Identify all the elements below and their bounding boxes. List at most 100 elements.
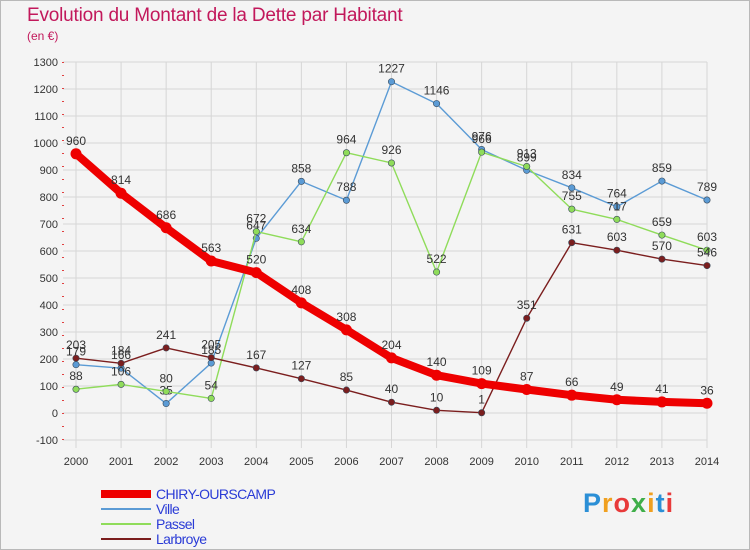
data-label: 899 [517, 150, 537, 164]
x-tick-label: 2010 [514, 456, 538, 468]
x-tick-label: 2008 [424, 456, 448, 468]
x-tick-label: 2013 [650, 456, 674, 468]
data-point [613, 215, 621, 223]
data-label: 603 [697, 230, 717, 244]
legend-item-passel: Passel [101, 516, 501, 532]
x-tick-label: 2014 [695, 456, 719, 468]
legend-label: Larbroye [156, 531, 207, 547]
data-point [340, 324, 352, 336]
data-point [160, 222, 172, 234]
legend-swatch [101, 523, 151, 525]
data-point [476, 378, 488, 390]
logo-letter: i [647, 488, 656, 518]
legend-item-ville: Ville [101, 501, 501, 517]
data-point [207, 394, 215, 402]
y-tick-label: 600 [40, 246, 58, 258]
data-label: 140 [427, 355, 447, 369]
data-point [205, 255, 217, 267]
data-point [433, 268, 441, 276]
data-point [207, 354, 215, 362]
data-point [252, 364, 260, 372]
legend-swatch [101, 490, 151, 498]
y-tick-label: 500 [40, 273, 58, 285]
data-label: 10 [430, 390, 444, 404]
y-tick-label: -100 [36, 435, 58, 447]
data-label: 106 [111, 364, 131, 378]
legend-label: CHIRY-OURSCAMP [156, 486, 276, 502]
data-label: 563 [201, 241, 221, 255]
data-point [433, 406, 441, 414]
data-label: 88 [69, 369, 83, 383]
y-tick-label: 1300 [34, 57, 58, 69]
y-tick-label: 300 [40, 327, 58, 339]
data-label: 80 [159, 371, 173, 385]
data-label: 184 [111, 343, 131, 357]
logo-letter: o [613, 488, 632, 518]
data-point [523, 162, 531, 170]
data-label: 167 [246, 348, 266, 362]
data-point [478, 148, 486, 156]
data-label: 66 [565, 375, 579, 389]
data-label: 859 [652, 161, 672, 175]
data-label: 408 [291, 283, 311, 297]
data-point [613, 203, 621, 211]
data-point [342, 149, 350, 157]
data-label: 522 [427, 252, 447, 266]
data-point [568, 184, 576, 192]
data-label: 109 [472, 364, 492, 378]
chart-title: Evolution du Montant de la Dette par Hab… [27, 5, 403, 26]
data-label: 205 [201, 338, 221, 352]
data-label: 966 [472, 132, 492, 146]
y-tick-label: 200 [40, 354, 58, 366]
legend-item-larbroye: Larbroye [101, 531, 501, 547]
data-point [252, 228, 260, 236]
legend-swatch [101, 538, 151, 540]
legend-item-chiry-ourscamp: CHIRY-OURSCAMP [101, 486, 501, 502]
x-tick-label: 2004 [244, 456, 268, 468]
data-point [701, 397, 713, 409]
data-point [117, 380, 125, 388]
data-point [658, 231, 666, 239]
data-label: 913 [517, 146, 537, 160]
x-tick-label: 2012 [605, 456, 629, 468]
data-point [72, 385, 80, 393]
data-point [386, 352, 397, 364]
data-point [613, 246, 621, 254]
data-label: 755 [562, 189, 582, 203]
data-point [523, 314, 531, 322]
data-point [387, 78, 395, 86]
data-point [72, 354, 80, 362]
x-tick-label: 2006 [334, 456, 358, 468]
data-point [297, 238, 305, 246]
data-label: 686 [156, 208, 176, 222]
data-point [611, 394, 623, 406]
data-label: 520 [246, 253, 266, 267]
data-label: 54 [205, 378, 219, 392]
data-point [478, 409, 486, 417]
y-tick-label: 1000 [34, 138, 58, 150]
logo-letter: P [583, 488, 603, 518]
data-point [162, 387, 170, 395]
y-tick-label: 1200 [34, 84, 58, 96]
data-label: 185 [201, 343, 221, 357]
data-label: 49 [610, 380, 624, 394]
data-label: 659 [652, 215, 672, 229]
logo-letter: x [631, 488, 648, 518]
data-label: 603 [607, 230, 627, 244]
proxiti-logo: Proxiti [583, 488, 674, 519]
data-label: 788 [336, 180, 356, 194]
data-label: 672 [246, 212, 266, 226]
data-point [115, 187, 127, 199]
data-label: 166 [111, 348, 131, 362]
legend-label: Ville [156, 501, 180, 517]
data-label: 814 [111, 173, 131, 187]
data-label: 241 [156, 328, 176, 342]
x-tick-label: 2003 [199, 456, 223, 468]
data-label: 789 [697, 180, 717, 194]
data-label: 203 [66, 338, 86, 352]
data-point [342, 386, 350, 394]
x-tick-label: 2009 [469, 456, 493, 468]
x-tick-label: 2002 [154, 456, 178, 468]
data-label: 41 [655, 382, 669, 396]
